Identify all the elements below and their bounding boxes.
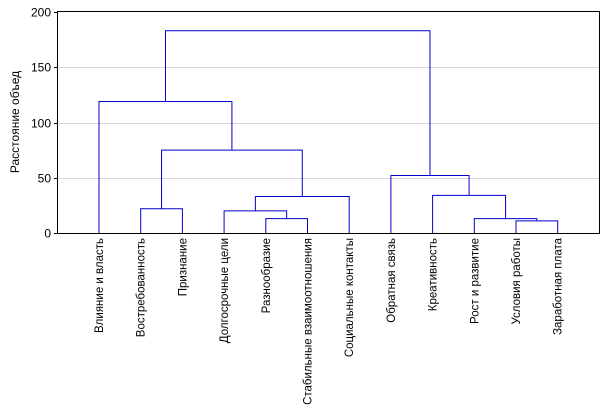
leaf-label: Разнообразие	[261, 238, 273, 313]
cluster-link-10	[164, 30, 431, 176]
y-axis-ticks: 0 50 100 150 200	[31, 6, 58, 241]
y-tick-label: 200	[31, 6, 51, 20]
cluster-link-8	[161, 149, 303, 209]
plot-frame	[57, 11, 600, 234]
leaf-label: Социальные контакты	[344, 238, 356, 357]
x-axis-leaf-labels: Влияние и власть Востребованность Признани…	[94, 237, 565, 405]
leaf-label: Признание	[177, 238, 189, 296]
y-tick-label: 150	[31, 61, 51, 75]
cluster-link-0	[515, 220, 559, 233]
y-tick-label: 0	[44, 227, 51, 241]
cluster-link-9	[98, 101, 233, 233]
leaf-label: Влияние и власть	[94, 238, 106, 333]
y-tick-label: 100	[31, 117, 51, 131]
leaf-label: Креативность	[428, 238, 440, 311]
leaf-label: Заработная плата	[553, 237, 565, 335]
leaf-label: Долгосрочные цели	[219, 238, 231, 343]
cluster-link-6	[432, 194, 507, 233]
leaf-label: Условия работы	[511, 238, 523, 325]
leaf-label: Востребованность	[136, 238, 148, 337]
leaf-label: Стабильные взаимоотношения	[303, 238, 315, 405]
cluster-link-7	[390, 175, 470, 233]
y-tick-label: 50	[38, 172, 52, 186]
cluster-link-5	[254, 196, 350, 233]
y-axis-label: Расстояние объед	[8, 71, 22, 173]
leaf-label: Рост и развитие	[469, 238, 481, 324]
cluster-link-3	[223, 210, 288, 233]
dendrogram-links	[98, 30, 559, 233]
leaf-label: Обратная связь	[386, 238, 398, 323]
cluster-link-4	[140, 208, 183, 233]
gridlines	[58, 67, 599, 179]
cluster-link-2	[265, 218, 308, 233]
